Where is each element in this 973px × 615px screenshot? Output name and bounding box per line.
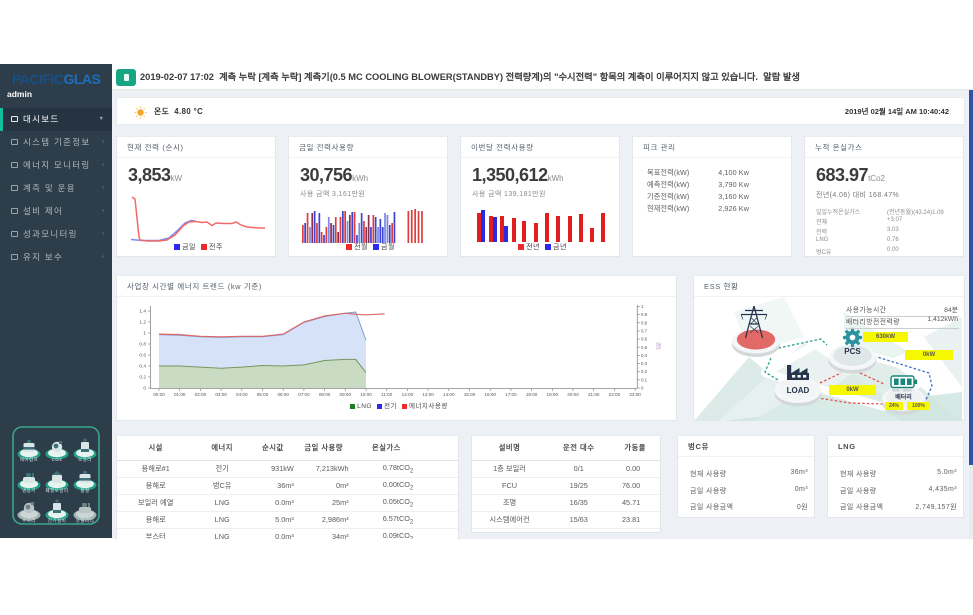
svg-text:07:00: 07:00 bbox=[298, 392, 310, 397]
svg-text:15:00: 15:00 bbox=[464, 392, 476, 397]
svg-text:09:00: 09:00 bbox=[340, 392, 352, 397]
svg-text:16:00: 16:00 bbox=[484, 392, 496, 397]
svg-text:10:00: 10:00 bbox=[360, 392, 372, 397]
svg-text:0.2: 0.2 bbox=[139, 375, 146, 381]
svg-text:06:00: 06:00 bbox=[277, 392, 289, 397]
svg-text:0.9: 0.9 bbox=[641, 312, 648, 317]
svg-text:0.7: 0.7 bbox=[641, 328, 648, 333]
svg-text:0: 0 bbox=[641, 386, 644, 391]
svg-text:08:00: 08:00 bbox=[319, 392, 331, 397]
svg-text:0: 0 bbox=[143, 386, 146, 392]
svg-text:(만): (만) bbox=[656, 342, 662, 350]
svg-text:21:00: 21:00 bbox=[588, 392, 600, 397]
svg-text:0.4: 0.4 bbox=[641, 353, 648, 358]
svg-text:0kW - 0kWh: 0kW - 0kWh bbox=[892, 389, 912, 393]
svg-text:18:00: 18:00 bbox=[526, 392, 538, 397]
svg-text:23:00: 23:00 bbox=[629, 392, 641, 397]
svg-text:05:00: 05:00 bbox=[257, 392, 269, 397]
svg-text:00:00: 00:00 bbox=[153, 392, 165, 397]
svg-text:02:00: 02:00 bbox=[195, 392, 207, 397]
svg-text:1.4: 1.4 bbox=[139, 309, 146, 315]
svg-text:11:00: 11:00 bbox=[381, 392, 393, 397]
svg-text:12:00: 12:00 bbox=[402, 392, 414, 397]
svg-text:PCS: PCS bbox=[844, 347, 861, 356]
svg-text:0.6: 0.6 bbox=[641, 337, 648, 342]
svg-text:19:00: 19:00 bbox=[547, 392, 559, 397]
svg-text:04:00: 04:00 bbox=[236, 392, 248, 397]
svg-text:0.8: 0.8 bbox=[641, 320, 648, 325]
svg-text:0.8: 0.8 bbox=[139, 342, 146, 348]
svg-text:03:00: 03:00 bbox=[215, 392, 227, 397]
svg-text:1: 1 bbox=[641, 304, 644, 309]
svg-text:LOAD: LOAD bbox=[787, 386, 810, 395]
svg-text:14:00: 14:00 bbox=[443, 392, 455, 397]
svg-text:0.1: 0.1 bbox=[641, 377, 648, 382]
svg-text:0.2: 0.2 bbox=[641, 369, 648, 374]
svg-text:0.4: 0.4 bbox=[139, 364, 146, 370]
svg-text:01:00: 01:00 bbox=[174, 392, 186, 397]
svg-text:22:00: 22:00 bbox=[609, 392, 621, 397]
svg-text:0.6: 0.6 bbox=[139, 353, 146, 359]
svg-text:1: 1 bbox=[143, 331, 146, 337]
svg-text:0.3: 0.3 bbox=[641, 361, 648, 366]
svg-text:0.5: 0.5 bbox=[641, 345, 648, 350]
svg-text:20:00: 20:00 bbox=[567, 392, 579, 397]
svg-text:13:00: 13:00 bbox=[422, 392, 434, 397]
svg-text:17:00: 17:00 bbox=[505, 392, 517, 397]
svg-text:1.2: 1.2 bbox=[139, 320, 146, 326]
